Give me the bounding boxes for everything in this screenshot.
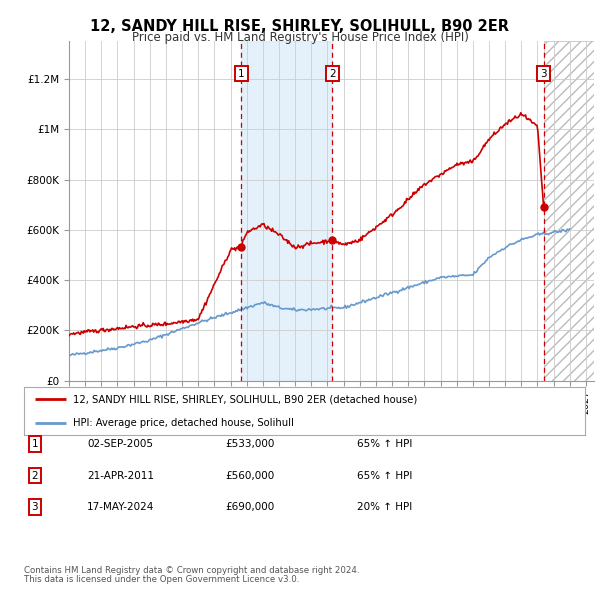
Text: 12, SANDY HILL RISE, SHIRLEY, SOLIHULL, B90 2ER: 12, SANDY HILL RISE, SHIRLEY, SOLIHULL, … xyxy=(91,19,509,34)
Text: 3: 3 xyxy=(31,503,38,512)
Text: 21-APR-2011: 21-APR-2011 xyxy=(87,471,154,480)
Text: 12, SANDY HILL RISE, SHIRLEY, SOLIHULL, B90 2ER (detached house): 12, SANDY HILL RISE, SHIRLEY, SOLIHULL, … xyxy=(73,394,418,404)
Text: £533,000: £533,000 xyxy=(225,439,274,448)
Text: £560,000: £560,000 xyxy=(225,471,274,480)
Text: 02-SEP-2005: 02-SEP-2005 xyxy=(87,439,153,448)
Bar xyxy=(544,41,594,381)
Text: £690,000: £690,000 xyxy=(225,503,274,512)
Text: 2: 2 xyxy=(31,471,38,480)
Bar xyxy=(241,41,332,381)
Text: 20% ↑ HPI: 20% ↑ HPI xyxy=(357,503,412,512)
Text: Contains HM Land Registry data © Crown copyright and database right 2024.: Contains HM Land Registry data © Crown c… xyxy=(24,566,359,575)
Text: 3: 3 xyxy=(540,68,547,78)
Text: HPI: Average price, detached house, Solihull: HPI: Average price, detached house, Soli… xyxy=(73,418,294,428)
Text: 65% ↑ HPI: 65% ↑ HPI xyxy=(357,471,412,480)
Text: This data is licensed under the Open Government Licence v3.0.: This data is licensed under the Open Gov… xyxy=(24,575,299,584)
Text: 1: 1 xyxy=(31,439,38,448)
Text: 65% ↑ HPI: 65% ↑ HPI xyxy=(357,439,412,448)
Text: 1: 1 xyxy=(238,68,245,78)
Text: Price paid vs. HM Land Registry's House Price Index (HPI): Price paid vs. HM Land Registry's House … xyxy=(131,31,469,44)
Text: 2: 2 xyxy=(329,68,336,78)
Text: 17-MAY-2024: 17-MAY-2024 xyxy=(87,503,154,512)
